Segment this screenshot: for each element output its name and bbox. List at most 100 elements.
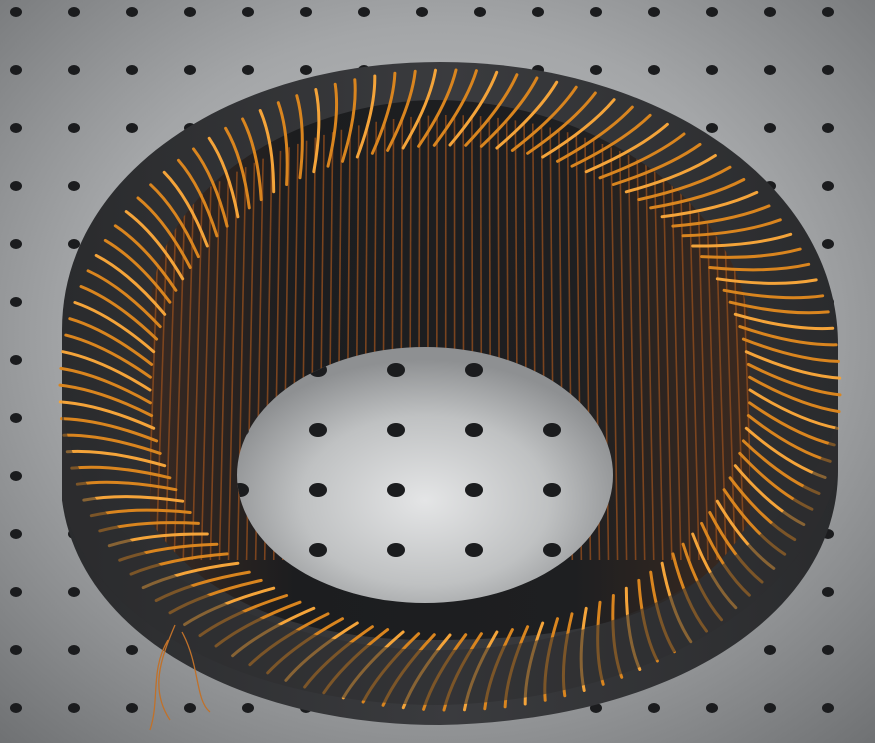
table-hole <box>68 123 80 133</box>
bore-hole <box>387 543 405 557</box>
table-hole <box>68 181 80 191</box>
outer-wire-strand <box>61 350 152 392</box>
bore-hole <box>237 483 249 497</box>
outer-wire-strand <box>124 210 185 281</box>
table-hole <box>10 645 22 655</box>
table-through-bore <box>237 347 613 603</box>
table-hole <box>242 65 254 75</box>
table-hole <box>126 645 138 655</box>
inner-wire <box>688 186 700 561</box>
outer-wire-strand <box>479 76 539 148</box>
table-hole <box>706 703 718 713</box>
inner-wire <box>627 154 637 561</box>
outer-wire-strand <box>276 101 289 186</box>
inner-wire <box>227 171 238 561</box>
inner-wire <box>732 214 746 561</box>
outer-wire-strand <box>681 218 782 238</box>
outer-wire-strand <box>192 147 229 228</box>
table-hole <box>706 65 718 75</box>
outer-wire-strand <box>598 132 686 180</box>
outer-wire-strand <box>660 190 759 219</box>
table-hole <box>300 65 312 75</box>
bore-hole <box>465 483 483 497</box>
bore-hole <box>465 423 483 437</box>
outer-wire-strand <box>728 300 830 315</box>
table-hole <box>126 123 138 133</box>
table-hole <box>764 65 776 75</box>
table-hole <box>126 7 138 17</box>
table-hole <box>358 7 370 17</box>
inner-wire <box>150 220 160 561</box>
coil-former-rim <box>62 400 838 705</box>
table-hole <box>10 355 22 365</box>
inner-wire <box>619 150 628 561</box>
outer-wire-strand <box>741 337 840 363</box>
table-hole <box>474 7 486 17</box>
outer-wire-strand <box>295 94 304 180</box>
inner-wire <box>155 214 169 561</box>
outer-wire-strand <box>417 68 458 148</box>
outer-wire-strand <box>58 400 156 430</box>
outer-wire-strand <box>748 388 839 430</box>
table-hole <box>764 703 776 713</box>
inner-wire <box>200 186 212 561</box>
outer-wire-strand <box>70 465 172 480</box>
table-hole <box>822 123 834 133</box>
table-hole <box>822 65 834 75</box>
outer-wire-strand <box>207 136 240 219</box>
table-hole <box>10 123 22 133</box>
table-hole <box>822 703 834 713</box>
inner-wire <box>714 202 727 561</box>
outer-wire-strand <box>58 383 154 418</box>
outer-wire-strand <box>526 91 597 155</box>
table-hole <box>10 7 22 17</box>
table-hole <box>68 587 80 597</box>
inner-wire <box>610 147 619 561</box>
inner-wire <box>679 181 691 561</box>
table-hole <box>416 7 428 17</box>
table-hole <box>822 587 834 597</box>
inner-wire <box>182 197 195 561</box>
outer-wire-strand <box>149 183 200 259</box>
outer-wire-strand <box>326 82 339 168</box>
outer-wire-strand <box>341 78 357 163</box>
bore-hole <box>543 543 561 557</box>
table-hole <box>300 7 312 17</box>
outer-wire-strand <box>224 126 251 210</box>
outer-wire-strand <box>700 247 802 259</box>
outer-wire-strand <box>637 165 732 202</box>
outer-wire-strand <box>113 224 178 292</box>
outer-wire-strand <box>541 98 616 159</box>
outer-wire-strand <box>556 105 634 163</box>
outer-wire-strand <box>65 449 167 468</box>
table-hole <box>10 703 22 713</box>
coil-former-interior <box>150 99 750 641</box>
bore-hole <box>387 363 405 377</box>
table-hole <box>10 587 22 597</box>
outer-wire-strand <box>570 113 652 168</box>
outer-wire-strand <box>584 122 669 174</box>
outer-wire-strand <box>136 196 192 269</box>
table-hole <box>764 7 776 17</box>
table-hole <box>68 65 80 75</box>
table-hole <box>822 7 834 17</box>
bore-hole <box>387 423 405 437</box>
table-hole <box>10 239 22 249</box>
table-hole <box>764 123 776 133</box>
table-hole <box>10 529 22 539</box>
inner-wire <box>671 176 682 561</box>
lead-wires <box>149 624 211 731</box>
outer-wire-strand <box>68 317 154 366</box>
table-hole <box>184 65 196 75</box>
bore-hole <box>543 483 561 497</box>
table-hole <box>68 239 80 249</box>
inner-wire <box>209 181 221 561</box>
table-hole <box>590 65 602 75</box>
outer-wire-strand <box>177 158 219 238</box>
inner-wire <box>636 158 646 561</box>
outer-wire-strand <box>748 401 836 447</box>
outer-wire-strand <box>355 74 377 159</box>
bore-hole <box>387 483 405 497</box>
table-hole <box>706 123 718 133</box>
